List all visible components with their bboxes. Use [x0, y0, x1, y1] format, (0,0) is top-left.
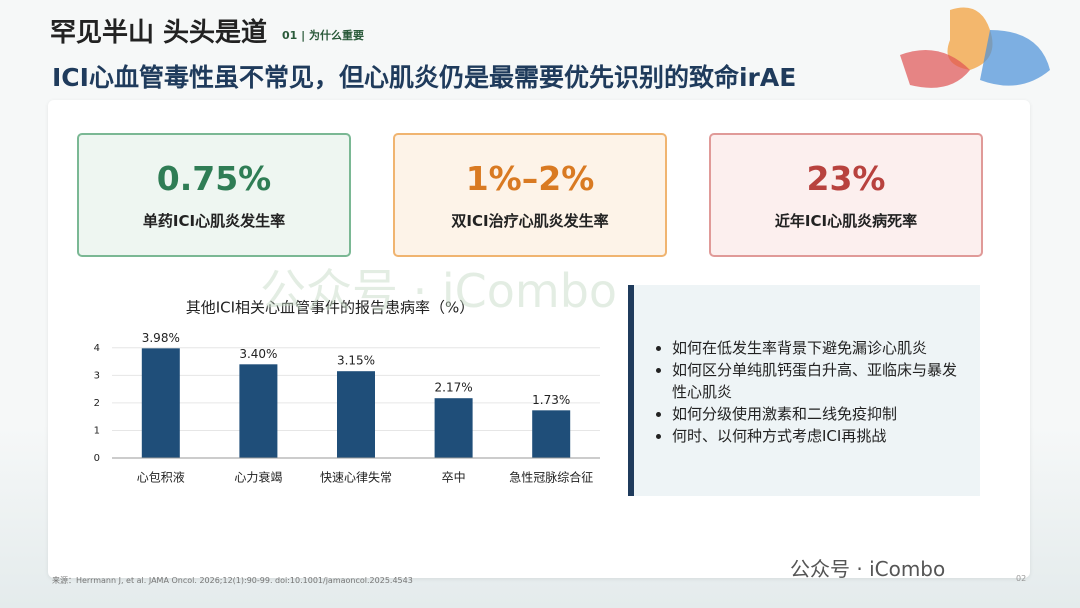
slide-title: ICI心血管毒性虽不常见，但心肌炎仍是最需要优先识别的致命irAE — [52, 63, 797, 92]
x-tick-label: 快速心律失常 — [320, 470, 392, 485]
stat-value: 1%–2% — [465, 159, 595, 198]
stat-card: 1%–2% 双ICI治疗心肌炎发生率 — [393, 133, 667, 257]
y-tick-label: 3 — [94, 370, 100, 381]
value-label: 2.17% — [435, 381, 473, 395]
x-tick-label: 心力衰竭 — [234, 470, 282, 485]
x-tick-label: 卒中 — [442, 470, 466, 485]
bar — [141, 348, 180, 458]
question-item: 如何分级使用激素和二线免疫抑制 — [672, 403, 960, 425]
source-note: 来源：Herrmann J, et al. JAMA Oncol. 2026;1… — [52, 576, 413, 585]
watermark-faint: 公众号 · iCombo — [260, 264, 618, 318]
stat-card: 0.75% 单药ICI心肌炎发生率 — [77, 133, 351, 257]
chart-title: 其他ICI相关心血管事件的报告患病率（%） — [186, 299, 475, 317]
y-tick-label: 0 — [94, 453, 100, 464]
chart: 其他ICI相关心血管事件的报告患病率（%） 0 1 2 3 4 心包积液 3.98% 心力衰竭… — [94, 299, 600, 485]
y-tick-label: 1 — [94, 425, 100, 436]
x-tick-label: 急性冠脉综合征 — [509, 470, 593, 485]
question-item: 何时、以何种方式考虑ICI再挑战 — [672, 425, 960, 447]
section-label: 01 | 为什么重要 — [282, 29, 364, 42]
bar — [337, 371, 375, 458]
page-number: 02 — [1016, 574, 1027, 583]
value-label: 3.15% — [337, 354, 375, 368]
value-label: 3.98% — [142, 331, 180, 345]
bar — [434, 398, 473, 458]
decor-logo — [900, 7, 1050, 88]
stat-label: 双ICI治疗心肌炎发生率 — [451, 212, 609, 230]
stat-label: 单药ICI心肌炎发生率 — [142, 212, 286, 230]
stat-label: 近年ICI心肌炎病死率 — [774, 212, 918, 230]
watermark: 公众号 · iCombo — [790, 557, 946, 581]
x-tick-label: 心包积液 — [137, 470, 185, 485]
stat-value: 23% — [806, 159, 886, 198]
stat-card: 23% 近年ICI心肌炎病死率 — [709, 133, 983, 257]
questions-box: 如何在低发生率背景下避免漏诊心肌炎如何区分单纯肌钙蛋白升高、亚临床与暴发性心肌炎… — [628, 285, 980, 496]
bar — [532, 410, 571, 458]
value-label: 1.73% — [532, 393, 570, 407]
y-tick-label: 4 — [94, 343, 100, 354]
value-label: 3.40% — [239, 347, 277, 361]
bar — [239, 364, 278, 458]
stat-value: 0.75% — [156, 159, 272, 198]
logo: 罕见半山 头头是道 — [50, 18, 268, 48]
question-item: 如何区分单纯肌钙蛋白升高、亚临床与暴发性心肌炎 — [672, 359, 960, 403]
y-tick-label: 2 — [94, 398, 100, 409]
question-item: 如何在低发生率背景下避免漏诊心肌炎 — [672, 337, 960, 359]
